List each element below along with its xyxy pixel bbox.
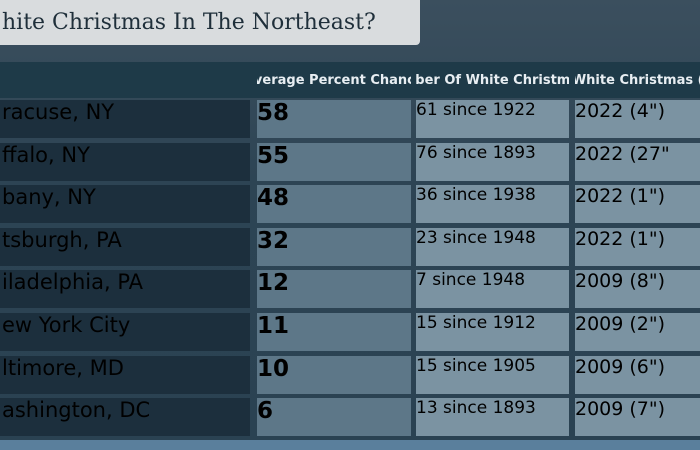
header-row (0, 62, 700, 98)
cell: 2009 (7") (575, 398, 700, 437)
cell: bany, NY (0, 185, 250, 224)
cell: 15 since 1912 (416, 313, 569, 351)
cell: 10 (257, 355, 411, 394)
column-header: Average Percent Chance (257, 72, 411, 88)
cell: 76 since 1893 (416, 142, 569, 181)
cell: 2022 (1") (575, 227, 700, 266)
cell: iladelphia, PA (0, 270, 250, 309)
cell: 13 since 1893 (416, 398, 569, 437)
cell: 7 since 1948 (416, 270, 569, 309)
cell: 58 (257, 100, 411, 138)
cell: 32 (257, 227, 411, 266)
cell: 2022 (4") (575, 100, 700, 138)
cell: 55 (257, 142, 411, 181)
cell: 2009 (6") (575, 355, 700, 394)
cell: ltimore, MD (0, 355, 250, 394)
cell: 12 (257, 270, 411, 309)
title: hite Christmas In The Northeast? (0, 0, 420, 45)
cell: 15 since 1905 (416, 355, 569, 394)
cell: 2022 (27" (575, 142, 700, 181)
cell: 2022 (1") (575, 185, 700, 224)
cell: 2009 (8") (575, 270, 700, 309)
cell: 6 (257, 398, 411, 437)
ground (0, 440, 700, 450)
cell: 36 since 1938 (416, 185, 569, 224)
column-header: Number Of White Christmases (416, 72, 569, 88)
cell: racuse, NY (0, 100, 250, 138)
cell: 48 (257, 185, 411, 224)
cell: ew York City (0, 313, 250, 351)
cell: tsburgh, PA (0, 227, 250, 266)
cell: ffalo, NY (0, 142, 250, 181)
cell: ashington, DC (0, 398, 250, 437)
cell: 61 since 1922 (416, 100, 569, 138)
column-header: Last White Christmas (Dept (575, 72, 700, 88)
cell: 2009 (2") (575, 313, 700, 351)
cell: 11 (257, 313, 411, 351)
cell: 23 since 1948 (416, 227, 569, 266)
